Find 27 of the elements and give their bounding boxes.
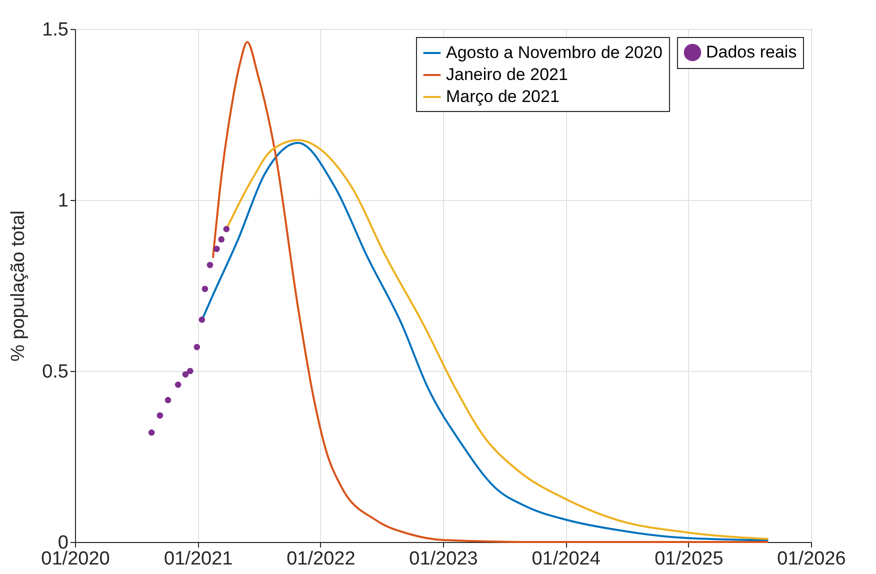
- x-tick-label: 01/2026: [777, 548, 846, 570]
- legend-label: Março de 2021: [446, 87, 560, 106]
- point: [187, 368, 194, 374]
- point: [206, 262, 214, 268]
- y-tick-label: 1: [58, 190, 68, 212]
- point: [156, 412, 164, 419]
- point: [202, 286, 208, 292]
- x-tick-label: 01/2022: [286, 548, 356, 570]
- legend-label: Dados reais: [706, 42, 797, 62]
- legend-label: Agosto a Novembro de 2020: [446, 43, 662, 62]
- point: [194, 344, 200, 350]
- point: [218, 236, 225, 242]
- point: [174, 382, 182, 388]
- point: [198, 316, 206, 323]
- y-tick-label: 0.5: [42, 362, 68, 382]
- x-tick-label: 01/2024: [532, 548, 601, 570]
- point: [223, 226, 230, 232]
- point: [148, 429, 155, 436]
- point: [164, 396, 172, 404]
- point: [214, 246, 220, 252]
- x-tick-label: 01/2021: [164, 548, 233, 570]
- point: [182, 371, 189, 378]
- y-axis-title: % população total: [8, 210, 30, 362]
- legend-label: Janeiro de 2021: [446, 65, 568, 84]
- y-tick-label: 1.5: [42, 20, 68, 40]
- x-tick-label: 01/2023: [409, 548, 478, 570]
- x-tick-label: 01/2025: [654, 548, 724, 570]
